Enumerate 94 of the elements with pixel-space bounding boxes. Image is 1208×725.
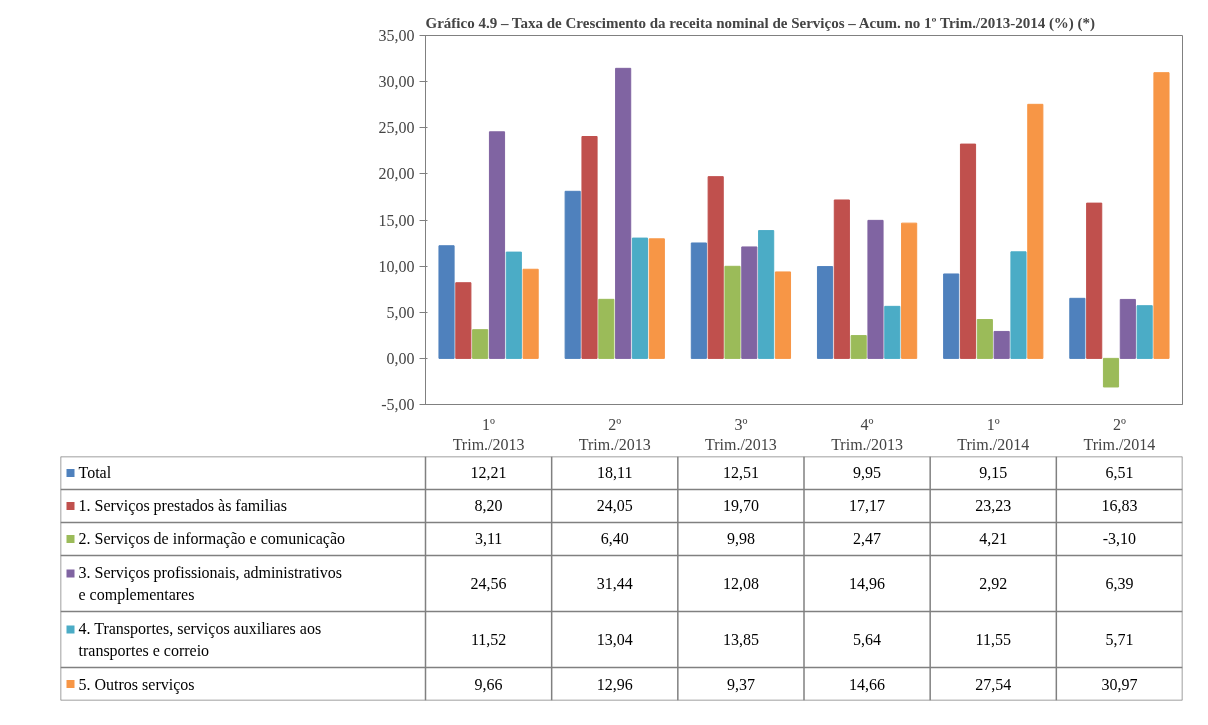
data-label: -3,10 — [1102, 530, 1137, 548]
data-label: 6,51 — [1105, 464, 1134, 482]
y-tick-label: 25,00 — [378, 119, 415, 137]
bar — [707, 176, 724, 359]
bar — [959, 143, 977, 359]
legend-label: 3. Serviços profissionais, administrativos e complementares — [78, 564, 343, 604]
bar — [564, 190, 581, 359]
bar — [816, 266, 834, 359]
bar — [884, 305, 901, 359]
bar — [505, 251, 522, 359]
bar — [522, 268, 539, 359]
legend-label: 5. Outros serviços — [78, 675, 195, 694]
y-tick-label: 15,00 — [378, 211, 415, 229]
bar — [488, 131, 506, 359]
x-tick-label: 1º Trim./2013 — [452, 415, 525, 453]
bar — [1027, 103, 1044, 359]
data-label: 16,83 — [1101, 497, 1138, 515]
data-label: 9,66 — [474, 675, 503, 693]
x-tick-label: 4º Trim./2013 — [831, 415, 904, 453]
bar — [741, 246, 758, 359]
y-tick-label: 10,00 — [378, 257, 415, 275]
bar — [1102, 357, 1120, 388]
data-label: 9,37 — [726, 675, 755, 693]
data-label: 5,64 — [853, 631, 882, 648]
data-label: 23,23 — [975, 497, 1012, 515]
data-label: 11,52 — [470, 631, 507, 648]
legend-label: 4. Transportes, serviços auxiliares aos transportes e correio — [78, 620, 322, 660]
data-label: 3,11 — [474, 530, 503, 548]
data-label: 2,92 — [979, 574, 1008, 592]
chart-title: Gráfico 4.9 – Taxa de Crescimento da receita nominal de Serviços – Acum. no 1º Trim./2013-2014 (%) (*) — [425, 14, 1096, 32]
data-label: 13,04 — [596, 631, 633, 648]
bar — [993, 330, 1010, 359]
bar — [976, 319, 993, 359]
data-label: 12,21 — [470, 464, 507, 482]
data-label: 12,08 — [722, 574, 759, 592]
data-label: 6,40 — [600, 530, 629, 548]
data-label: 9,15 — [979, 464, 1008, 482]
bar — [1086, 202, 1103, 359]
data-label: 31,44 — [596, 574, 633, 592]
data-label: 14,66 — [849, 675, 886, 693]
y-tick-label: 35,00 — [378, 27, 415, 44]
y-tick-label: 5,00 — [386, 303, 415, 321]
data-label: 5,71 — [1105, 631, 1134, 648]
data-label: 17,17 — [849, 497, 886, 515]
bar — [472, 329, 489, 359]
data-label: 13,85 — [722, 631, 759, 648]
y-tick-label: -5,00 — [381, 396, 415, 413]
data-label: 6,39 — [1105, 574, 1134, 592]
bar — [598, 298, 615, 359]
x-tick-label: 3º Trim./2013 — [704, 415, 777, 453]
bar — [901, 222, 918, 359]
bar — [1136, 305, 1153, 359]
y-tick-label: 0,00 — [386, 349, 415, 367]
bar — [1069, 297, 1086, 359]
bar — [648, 238, 665, 359]
data-label: 9,98 — [726, 530, 755, 548]
bar — [758, 230, 775, 359]
x-tick-label: 2º Trim./2014 — [1083, 415, 1156, 453]
legend-label: 1. Serviços prestados às familias — [78, 497, 287, 516]
bar — [1119, 298, 1136, 359]
bar — [774, 271, 792, 359]
bar — [724, 265, 741, 359]
x-tick-label: 1º Trim./2014 — [957, 415, 1030, 453]
data-label: 9,95 — [853, 464, 882, 482]
data-label: 12,96 — [596, 675, 633, 693]
bar — [631, 237, 649, 359]
y-tick-label: 20,00 — [378, 165, 415, 183]
data-label: 2,47 — [853, 530, 882, 548]
x-tick-label: 2º Trim./2013 — [578, 415, 651, 453]
bar — [438, 245, 455, 359]
data-label: 24,05 — [596, 497, 633, 515]
y-tick-label: 30,00 — [378, 73, 415, 91]
data-label: 4,21 — [979, 530, 1008, 548]
bar — [1153, 72, 1170, 359]
bar — [1010, 251, 1027, 359]
bar — [615, 67, 632, 359]
legend-label: Total — [78, 464, 112, 482]
data-label: 30,97 — [1101, 675, 1138, 693]
data-label: 8,20 — [474, 497, 503, 515]
data-label: 19,70 — [722, 497, 759, 515]
bar — [455, 282, 472, 359]
bar — [581, 136, 598, 359]
legend-label: 2. Serviços de informação e comunicação — [78, 530, 346, 549]
data-label: 24,56 — [470, 574, 507, 592]
bar — [867, 219, 884, 359]
bar — [850, 335, 867, 359]
data-label: 12,51 — [722, 464, 759, 482]
bar — [943, 273, 960, 359]
data-label: 27,54 — [975, 675, 1012, 693]
bar — [833, 199, 850, 359]
data-label: 11,55 — [975, 631, 1011, 648]
data-label: 18,11 — [597, 464, 633, 482]
bar — [690, 242, 707, 359]
data-label: 14,96 — [849, 574, 886, 592]
